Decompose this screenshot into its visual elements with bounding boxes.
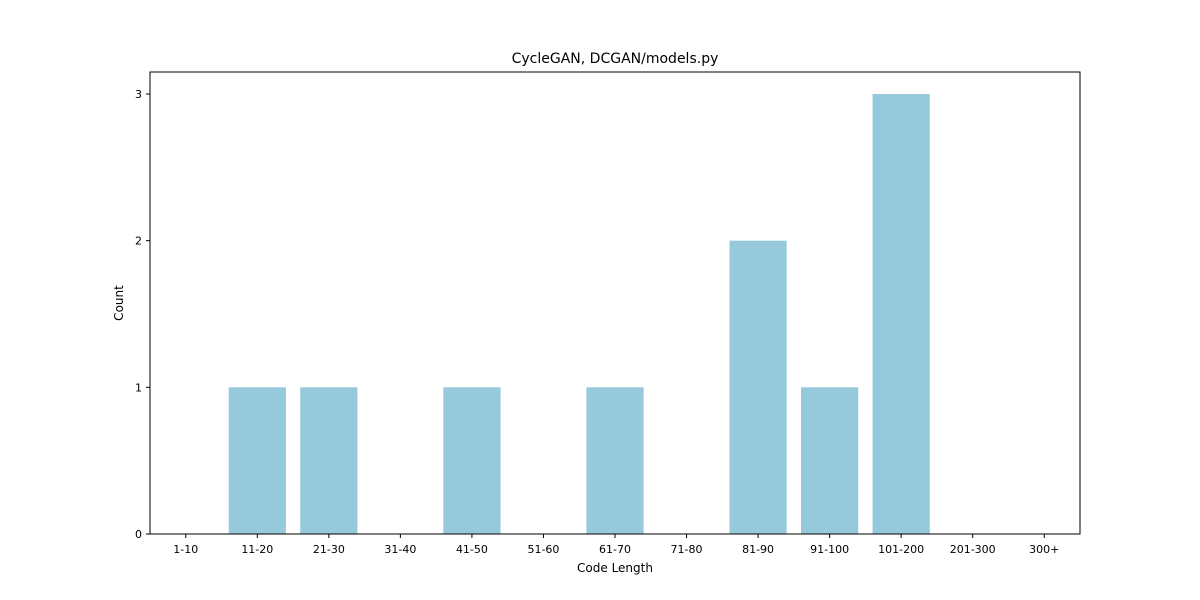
x-tick-label: 201-300 (950, 543, 996, 556)
y-tick-label: 2 (135, 235, 142, 248)
bar-41-50 (443, 387, 501, 534)
x-axis-title: Code Length (577, 561, 653, 575)
x-tick-label: 21-30 (313, 543, 345, 556)
x-tick-label: 61-70 (599, 543, 631, 556)
plot-frame (149, 71, 1081, 535)
bars-layer (228, 94, 930, 534)
x-tick-label: 71-80 (671, 543, 703, 556)
y-tick-label: 3 (135, 88, 142, 101)
bar-61-70 (586, 387, 644, 534)
chart-title: CycleGAN, DCGAN/models.py (512, 51, 719, 67)
x-tick-label: 41-50 (456, 543, 488, 556)
y-ticks-layer: 0 1 2 3 (135, 88, 150, 541)
x-tick-label: 11-20 (241, 543, 273, 556)
x-tick-label: 1-10 (173, 543, 198, 556)
bar-81-90 (729, 240, 787, 534)
y-tick-label: 1 (135, 381, 142, 394)
y-tick-label: 0 (135, 528, 142, 541)
bar-91-100 (801, 387, 859, 534)
bar-21-30 (300, 387, 358, 534)
x-tick-label: 31-40 (384, 543, 416, 556)
x-ticks-layer: 1-10 11-20 21-30 31-40 41-50 51-60 61-70 71-80 8… (173, 534, 1059, 556)
x-tick-label: 91-100 (810, 543, 849, 556)
y-axis-title: Count (112, 285, 126, 321)
bar-101-200 (872, 94, 930, 534)
x-tick-label: 101-200 (878, 543, 924, 556)
x-tick-label: 51-60 (527, 543, 559, 556)
x-tick-label: 300+ (1029, 543, 1059, 556)
bar-11-20 (228, 387, 286, 534)
x-tick-label: 81-90 (742, 543, 774, 556)
